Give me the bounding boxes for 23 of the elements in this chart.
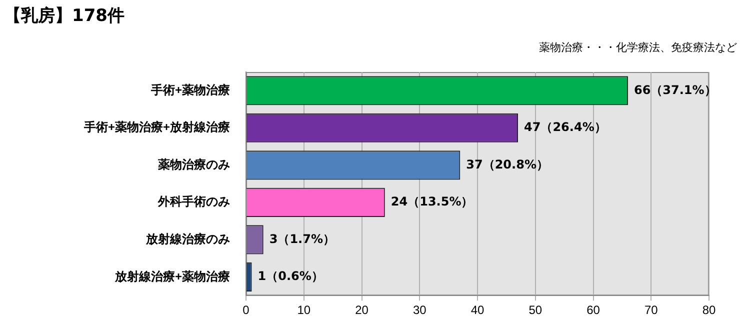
y-tick-label: 放射線治療のみ bbox=[145, 232, 230, 246]
data-label: 3（1.7%） bbox=[269, 232, 336, 246]
x-tick-label: 80 bbox=[702, 303, 716, 318]
y-tick-label: 手術+薬物治療 bbox=[150, 82, 230, 97]
data-label: 47（26.4%） bbox=[524, 120, 606, 134]
x-tick-label: 30 bbox=[412, 303, 427, 318]
x-tick-label: 0 bbox=[242, 303, 250, 318]
data-label: 1（0.6%） bbox=[258, 269, 324, 284]
text: 【乳房】178件 bbox=[4, 5, 124, 27]
y-tick-label: 手術+薬物治療+放射線治療 bbox=[82, 120, 230, 134]
data-label: 66（37.1%） bbox=[634, 82, 716, 97]
x-tick-label: 50 bbox=[528, 303, 542, 318]
text: 薬物治療・・・化学療法、免疫療法など bbox=[539, 40, 737, 55]
data-label: 24（13.5%） bbox=[390, 194, 474, 209]
y-tick-label: 外科手術のみ bbox=[157, 194, 230, 209]
x-tick-label: 60 bbox=[586, 303, 600, 318]
x-tick-label: 20 bbox=[355, 303, 369, 318]
y-tick-label: 放射線治療+薬物治療 bbox=[114, 269, 230, 284]
x-tick-label: 40 bbox=[470, 303, 484, 318]
y-tick-label: 薬物治療のみ bbox=[157, 157, 230, 172]
x-tick-label: 10 bbox=[297, 303, 311, 318]
x-tick-label: 70 bbox=[644, 303, 658, 318]
data-label: 37（20.8%） bbox=[466, 157, 548, 172]
